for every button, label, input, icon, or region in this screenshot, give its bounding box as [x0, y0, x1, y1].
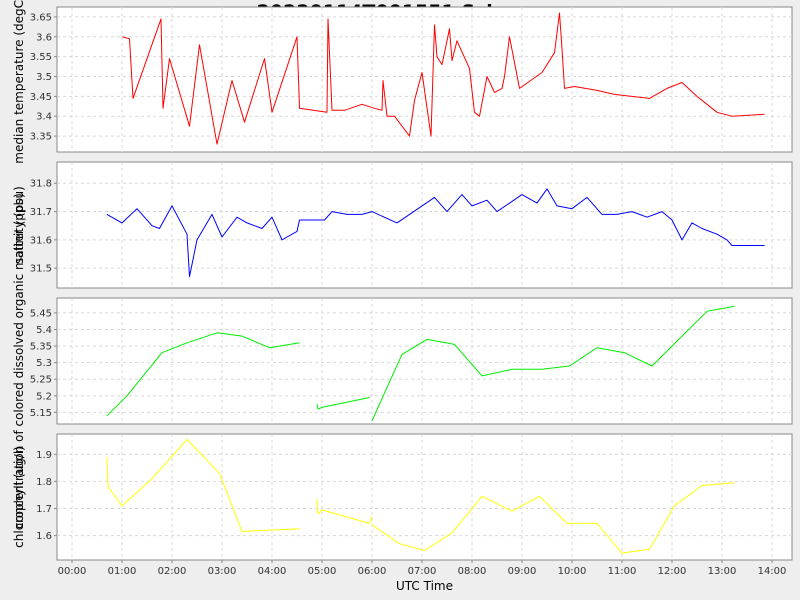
y-tick-label: 5.4 — [36, 325, 52, 336]
series-line — [316, 498, 373, 524]
y-tick-label: 5.35 — [30, 342, 52, 353]
y-tick-label: 3.45 — [30, 92, 52, 103]
y-tick-label: 3.6 — [36, 32, 52, 43]
panel-4: 1.6 1.7 1.8 1.9 chlorophyll (ug/l) — [12, 433, 793, 561]
y-axis-label: median temperature (degC) — [12, 0, 26, 164]
y-tick-label: 1.8 — [36, 477, 52, 488]
x-tick-label: 03:00 — [208, 566, 237, 577]
x-tick-label: 11:00 — [608, 566, 637, 577]
series-line — [106, 188, 765, 278]
x-tick-label: 08:00 — [458, 566, 487, 577]
panel-2: 31.5 31.6 31.7 31.8 salinity (psu) — [12, 161, 793, 289]
series-line — [316, 397, 370, 410]
y-tick-label: 5.15 — [30, 408, 52, 419]
y-tick-label: 31.5 — [30, 264, 52, 275]
x-tick-label: 01:00 — [108, 566, 137, 577]
x-tick-label: 02:00 — [158, 566, 187, 577]
y-tick-label: 5.2 — [36, 391, 52, 402]
series-line — [121, 12, 765, 145]
series-line — [106, 438, 300, 532]
y-tick-label: 5.3 — [36, 358, 52, 369]
x-tick-label: 00:00 — [58, 566, 87, 577]
y-tick-label: 5.25 — [30, 375, 52, 386]
y-tick-label: 1.6 — [36, 531, 52, 542]
panel-background — [56, 161, 793, 289]
y-tick-label: 3.55 — [30, 52, 52, 63]
x-tick-label: 13:00 — [708, 566, 737, 577]
series-line — [106, 332, 300, 417]
x-tick-label: 07:00 — [408, 566, 437, 577]
y-tick-label: 31.8 — [30, 179, 52, 190]
y-tick-label: 31.7 — [30, 207, 52, 218]
panel-background — [56, 6, 793, 153]
y-tick-label: 3.35 — [30, 132, 52, 143]
x-tick-label: 05:00 — [308, 566, 337, 577]
x-tick-label: 12:00 — [658, 566, 687, 577]
y-axis-label: chlorophyll (ug/l) — [12, 446, 26, 548]
y-tick-label: 1.9 — [36, 450, 52, 461]
x-tick-label: 06:00 — [358, 566, 387, 577]
x-tick-label: 04:00 — [258, 566, 287, 577]
x-tick-label: 09:00 — [508, 566, 537, 577]
x-tick-label: 14:00 — [758, 566, 787, 577]
y-axis-label: salinity (psu) — [12, 186, 26, 264]
x-tick-label: 10:00 — [558, 566, 587, 577]
y-tick-label: 31.6 — [30, 235, 52, 246]
series-line — [371, 482, 735, 554]
panel-background — [56, 297, 793, 425]
y-tick-label: 3.5 — [36, 72, 52, 83]
series-line — [371, 305, 735, 421]
y-tick-label: 5.45 — [30, 308, 52, 319]
panel-3: 5.15 5.2 5.25 5.3 5.35 5.4 5.45 concentration o… — [12, 193, 793, 529]
y-tick-label: 1.7 — [36, 504, 52, 515]
y-axis-label: concentration of colored dissolved organ… — [12, 193, 26, 529]
x-axis-label: UTC Time — [396, 579, 453, 593]
panel-1: 3.35 3.4 3.45 3.5 3.55 3.6 3.65 median temperat… — [12, 0, 793, 164]
panel-background — [56, 433, 793, 561]
y-tick-label: 3.4 — [36, 112, 52, 123]
y-tick-label: 3.65 — [30, 12, 52, 23]
